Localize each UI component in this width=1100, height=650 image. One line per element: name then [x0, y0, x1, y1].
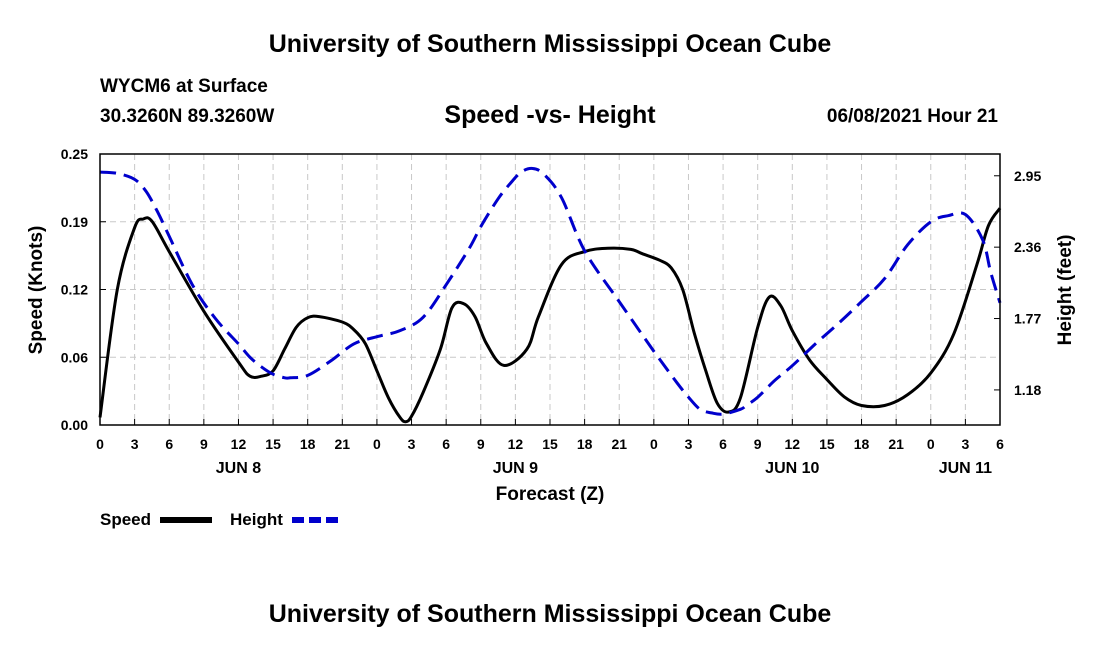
x-tick-label: 21 — [611, 436, 627, 452]
date-label: JUN 9 — [493, 460, 538, 477]
x-tick-label: 6 — [165, 436, 173, 452]
x-tick-label: 15 — [265, 436, 281, 452]
y-tick-label: 0.06 — [61, 349, 88, 365]
station-label: WYCM6 at Surface — [100, 76, 268, 97]
y-tick-label: 0.00 — [61, 417, 88, 433]
legend-height-label: Height — [230, 510, 283, 529]
x-tick-label: 15 — [819, 436, 835, 452]
x-tick-label: 6 — [442, 436, 450, 452]
y2-tick-label: 2.36 — [1014, 239, 1041, 255]
x-tick-label: 0 — [927, 436, 935, 452]
x-tick-label: 6 — [996, 436, 1004, 452]
y-tick-label: 0.12 — [61, 282, 88, 298]
x-tick-label: 3 — [961, 436, 969, 452]
x-tick-label: 9 — [477, 436, 485, 452]
x-tick-label: 0 — [650, 436, 658, 452]
axis-labels: Forecast (Z) Speed (Knots) Height (feet) — [26, 226, 1076, 505]
x-tick-label: 3 — [685, 436, 693, 452]
page-title: University of Southern Mississippi Ocean… — [268, 30, 832, 58]
x-tick-label: 9 — [200, 436, 208, 452]
x-tick-label: 18 — [854, 436, 870, 452]
x-tick-label: 12 — [785, 436, 801, 452]
coordinates-label: 30.3260N 89.3260W — [100, 106, 275, 127]
x-tick-label: 15 — [542, 436, 558, 452]
chart-title: Speed -vs- Height — [444, 101, 656, 129]
y-axis-label: Speed (Knots) — [26, 226, 47, 355]
y2-tick-label: 1.77 — [1014, 311, 1041, 327]
footer-title: University of Southern Mississippi Ocean… — [268, 600, 832, 628]
y-tick-label: 0.25 — [61, 146, 88, 162]
x-tick-label: 0 — [96, 436, 104, 452]
datetime-label: 06/08/2021 Hour 21 — [826, 106, 998, 127]
y2-axis-label: Height (feet) — [1055, 235, 1076, 346]
legend: Speed Height — [100, 510, 342, 529]
plot-frame — [99, 153, 1001, 426]
date-label: JUN 8 — [216, 460, 261, 477]
x-tick-label: 12 — [508, 436, 524, 452]
x-tick-label: 18 — [577, 436, 593, 452]
speed-series-line — [98, 207, 1002, 424]
y2-tick-label: 1.18 — [1014, 382, 1041, 398]
x-tick-label: 18 — [300, 436, 316, 452]
x-tick-label: 12 — [231, 436, 247, 452]
x-tick-label: 0 — [373, 436, 381, 452]
y-tick-label: 0.19 — [61, 214, 88, 230]
grid-lines — [100, 154, 1000, 425]
x-axis-label: Forecast (Z) — [496, 484, 605, 505]
date-label: JUN 10 — [765, 460, 819, 477]
legend-speed-label: Speed — [100, 510, 151, 529]
x-tick-label: 9 — [754, 436, 762, 452]
date-label: JUN 11 — [939, 460, 992, 477]
x-tick-label: 21 — [335, 436, 351, 452]
x-tick-label: 3 — [408, 436, 416, 452]
x-tick-label: 6 — [719, 436, 727, 452]
x-tick-label: 3 — [131, 436, 139, 452]
y2-tick-label: 2.95 — [1014, 168, 1041, 184]
x-tick-label: 21 — [888, 436, 904, 452]
series-lines — [98, 166, 1002, 424]
axis-ticks: 0 3 6 9 12 15 18 21 0 3 6 9 12 15 18 21 0 3 6 9 12 15 18 21 0 3 6J… — [61, 146, 1042, 477]
height-series-line — [99, 166, 1002, 416]
